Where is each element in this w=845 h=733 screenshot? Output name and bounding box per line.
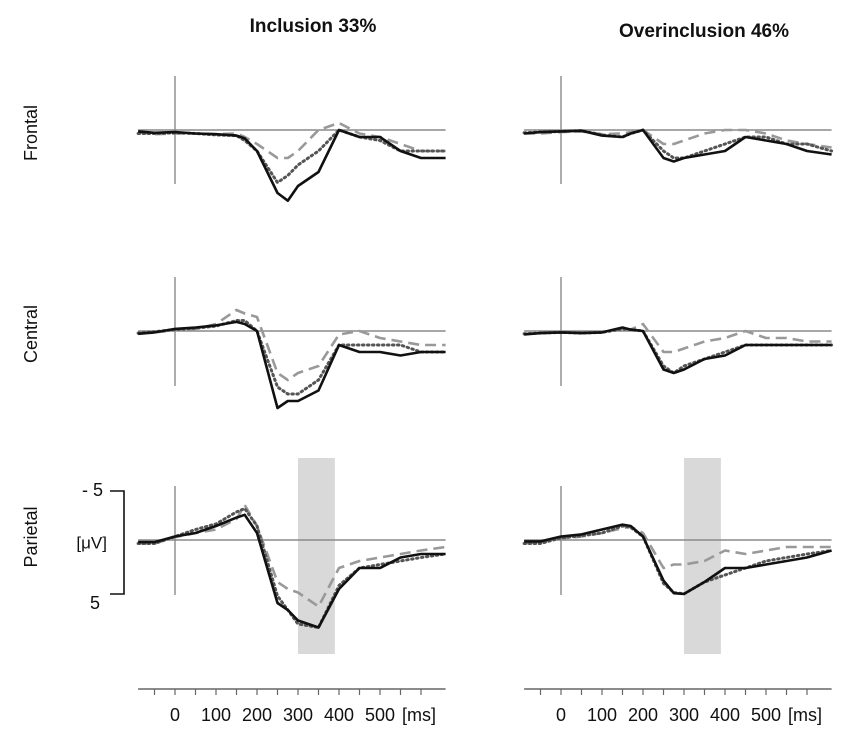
x-tick-label: 500 xyxy=(751,705,781,725)
trace-dashed-frontal-inclusion xyxy=(137,121,446,160)
row-label-parietal: Parietal xyxy=(21,506,41,567)
x-axis-inclusion: 0 100 200 300 400 500 [ms] xyxy=(138,688,446,725)
time-window-bands xyxy=(298,458,721,654)
x-unit-label: [ms] xyxy=(788,705,822,725)
x-tick-label: 0 xyxy=(170,705,180,725)
y-unit-label: [μV] xyxy=(76,533,107,552)
scale-label-pos5: 5 xyxy=(90,593,100,613)
trace-dotted-central-overinclusion xyxy=(522,327,834,375)
column-title-overinclusion: Overinclusion 46% xyxy=(619,21,789,42)
trace-solid-frontal-inclusion xyxy=(137,128,446,202)
row-label-central: Central xyxy=(21,305,41,363)
x-tick-label: 100 xyxy=(587,705,617,725)
trace-dashed-central-overinclusion xyxy=(524,322,832,354)
row-label-frontal: Frontal xyxy=(21,105,41,161)
x-axis-overinclusion: 0 100 200 300 400 500 [ms] xyxy=(524,688,832,725)
x-tick-label: 300 xyxy=(669,705,699,725)
x-tick-label: 400 xyxy=(710,705,740,725)
x-tick-label: 500 xyxy=(365,705,395,725)
trace-solid-parietal-inclusion xyxy=(138,513,446,629)
panel-axes xyxy=(138,76,832,595)
x-tick-label: 200 xyxy=(242,705,272,725)
trace-dotted-parietal-inclusion xyxy=(136,507,448,629)
scale-label-neg5: - 5 xyxy=(82,480,103,500)
trace-solid-central-inclusion xyxy=(137,320,446,410)
x-unit-label: [ms] xyxy=(402,705,436,725)
time-window-band-inclusion xyxy=(298,458,335,654)
trace-solid-frontal-overinclusion xyxy=(523,128,832,163)
column-title-inclusion: Inclusion 33% xyxy=(250,16,377,37)
x-tick-label: 400 xyxy=(324,705,354,725)
time-window-band-overinclusion xyxy=(684,458,721,654)
trace-solid-central-overinclusion xyxy=(523,326,832,375)
erp-traces xyxy=(136,121,834,629)
amplitude-scale-bar: - 5 [μV] 5 xyxy=(76,480,125,613)
x-tick-label: 200 xyxy=(628,705,658,725)
trace-dashed-parietal-inclusion xyxy=(138,503,446,608)
x-tick-label: 100 xyxy=(201,705,231,725)
trace-solid-parietal-overinclusion xyxy=(524,523,832,596)
x-tick-label: 0 xyxy=(556,705,566,725)
x-tick-label: 300 xyxy=(283,705,313,725)
